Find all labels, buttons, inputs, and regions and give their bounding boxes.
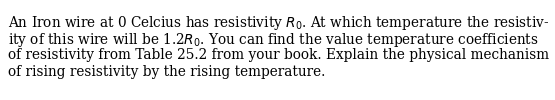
Text: of rising resistivity by the rising temperature.: of rising resistivity by the rising temp… [8, 65, 325, 79]
Text: of resistivity from Table 25.2 from your book. Explain the physical mechanism: of resistivity from Table 25.2 from your… [8, 48, 549, 62]
Text: An Iron wire at 0 Celcius has resistivity $R_0$. At which temperature the resist: An Iron wire at 0 Celcius has resistivit… [8, 14, 549, 32]
Text: ity of this wire will be 1.2$R_0$. You can find the value temperature coefficien: ity of this wire will be 1.2$R_0$. You c… [8, 31, 539, 49]
